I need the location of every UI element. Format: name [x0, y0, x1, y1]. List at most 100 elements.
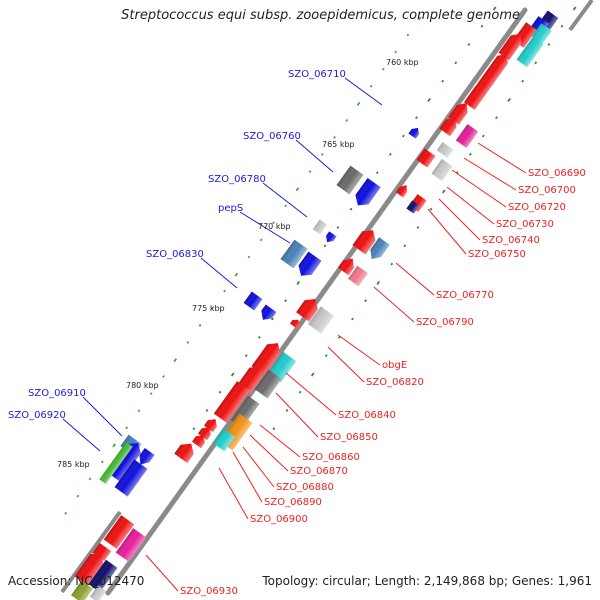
gene-label[interactable]: SZO_06890 — [264, 497, 322, 508]
gene-label[interactable]: SZO_06920 — [8, 410, 66, 421]
tick-mark — [210, 306, 214, 310]
tick-mark — [507, 98, 511, 102]
gene-label[interactable]: SZO_06900 — [250, 514, 308, 525]
gene-shading — [395, 185, 408, 198]
leader-line — [259, 424, 301, 458]
gene-label[interactable]: SZO_06700 — [518, 185, 576, 196]
gene-label[interactable]: pepS — [218, 203, 243, 214]
gene-shading — [139, 448, 155, 465]
gene-shading — [326, 231, 337, 243]
tick-mark — [406, 33, 410, 37]
tick-mark — [296, 281, 301, 285]
gene-feature — [204, 419, 217, 433]
gene-shading — [464, 86, 486, 110]
gene-shading — [261, 304, 277, 320]
gene-shading — [89, 585, 107, 600]
leader-line — [145, 554, 179, 592]
gene-label[interactable]: SZO_06820 — [366, 377, 424, 388]
gene-feature — [455, 124, 479, 148]
accession-text: Accession: NC_012470 — [8, 574, 145, 588]
gene-shading — [114, 459, 148, 497]
gene-label[interactable]: SZO_06870 — [290, 466, 348, 477]
gene-label[interactable]: SZO_06780 — [208, 174, 266, 185]
backbone-inner — [568, 0, 594, 32]
gene-label[interactable]: SZO_06860 — [302, 452, 360, 463]
leader-line — [477, 142, 527, 174]
gene-feature — [243, 291, 263, 311]
leader-line — [262, 182, 308, 218]
tick-mark — [376, 281, 381, 285]
tick-mark — [223, 289, 226, 293]
tick-mark — [454, 61, 458, 65]
gene-shading — [243, 291, 263, 311]
gene-feature — [338, 258, 354, 276]
tick-mark — [441, 189, 446, 194]
gene-label[interactable]: SZO_06730 — [496, 219, 554, 230]
gene-feature — [107, 442, 141, 482]
gene-label[interactable]: SZO_06740 — [482, 235, 540, 246]
gene-label[interactable]: SZO_06710 — [288, 69, 346, 80]
tick-mark — [308, 170, 312, 174]
tick-mark — [284, 299, 287, 303]
gene-label[interactable]: SZO_06930 — [180, 586, 238, 597]
tick-mark — [125, 426, 129, 430]
tick-mark — [394, 50, 398, 54]
gene-feature — [254, 369, 282, 399]
tick-mark — [375, 171, 379, 175]
gene-label[interactable]: SZO_06760 — [243, 131, 301, 142]
leader-line — [327, 346, 365, 383]
gene-label[interactable]: SZO_06850 — [320, 432, 378, 443]
gene-shading — [455, 124, 479, 148]
gene-shading — [74, 553, 104, 586]
gene-feature — [436, 142, 454, 158]
gene-feature — [198, 427, 211, 441]
leader-line — [249, 434, 289, 472]
leader-line — [239, 211, 291, 244]
leader-line — [285, 372, 337, 416]
gene-label[interactable]: obgE — [382, 360, 407, 371]
tick-mark — [149, 392, 153, 396]
tick-mark — [192, 427, 196, 431]
gene-label[interactable]: SZO_06770 — [436, 290, 494, 301]
scale-labels: 760 kbp 765 kbp 770 kbp 775 kbp 780 kbp 785 k… — [57, 58, 419, 469]
gene-shading — [88, 559, 118, 593]
tick-mark — [369, 84, 373, 88]
gene-label[interactable]: SZO_06830 — [146, 249, 204, 260]
gene-label[interactable]: SZO_06750 — [468, 249, 526, 260]
gene-feature — [352, 230, 376, 255]
gene-label[interactable]: SZO_06910 — [28, 388, 86, 399]
label-leaders — [62, 77, 527, 592]
tick-mark — [401, 134, 405, 138]
gene-feature — [298, 251, 322, 276]
tick-mark — [320, 153, 324, 156]
tick-mark — [381, 67, 385, 71]
tick-mark — [137, 409, 141, 413]
tick-mark — [345, 119, 349, 122]
gene-label[interactable]: SZO_06840 — [338, 410, 396, 421]
leader-line — [200, 257, 238, 289]
gene-label[interactable]: SZO_06880 — [276, 482, 334, 493]
gene-feature — [89, 585, 107, 600]
tick-mark — [244, 354, 248, 358]
tick-mark — [427, 98, 431, 102]
tick-mark — [467, 43, 471, 46]
gene-shading — [115, 528, 147, 562]
tick-mark — [162, 375, 165, 378]
scale-mark-label: 780 kbp — [126, 381, 159, 390]
gene-feature — [498, 33, 522, 61]
gene-label[interactable]: SZO_06720 — [508, 202, 566, 213]
backbone-inner — [60, 510, 122, 594]
gene-feature — [336, 165, 364, 195]
tick-mark — [285, 409, 289, 412]
gene-label[interactable]: SZO_06790 — [416, 317, 474, 328]
gene-shading — [204, 419, 217, 433]
gene-shading — [355, 177, 381, 206]
gene-feature — [174, 443, 194, 463]
leader-line — [373, 286, 415, 323]
leader-line — [463, 157, 517, 191]
gene-shading — [348, 265, 368, 287]
map-title: Streptococcus equi subsp. zooepidemicus,… — [121, 8, 520, 23]
gene-feature — [139, 448, 155, 465]
tick-mark — [480, 24, 484, 28]
gene-label[interactable]: SZO_06690 — [528, 168, 586, 179]
